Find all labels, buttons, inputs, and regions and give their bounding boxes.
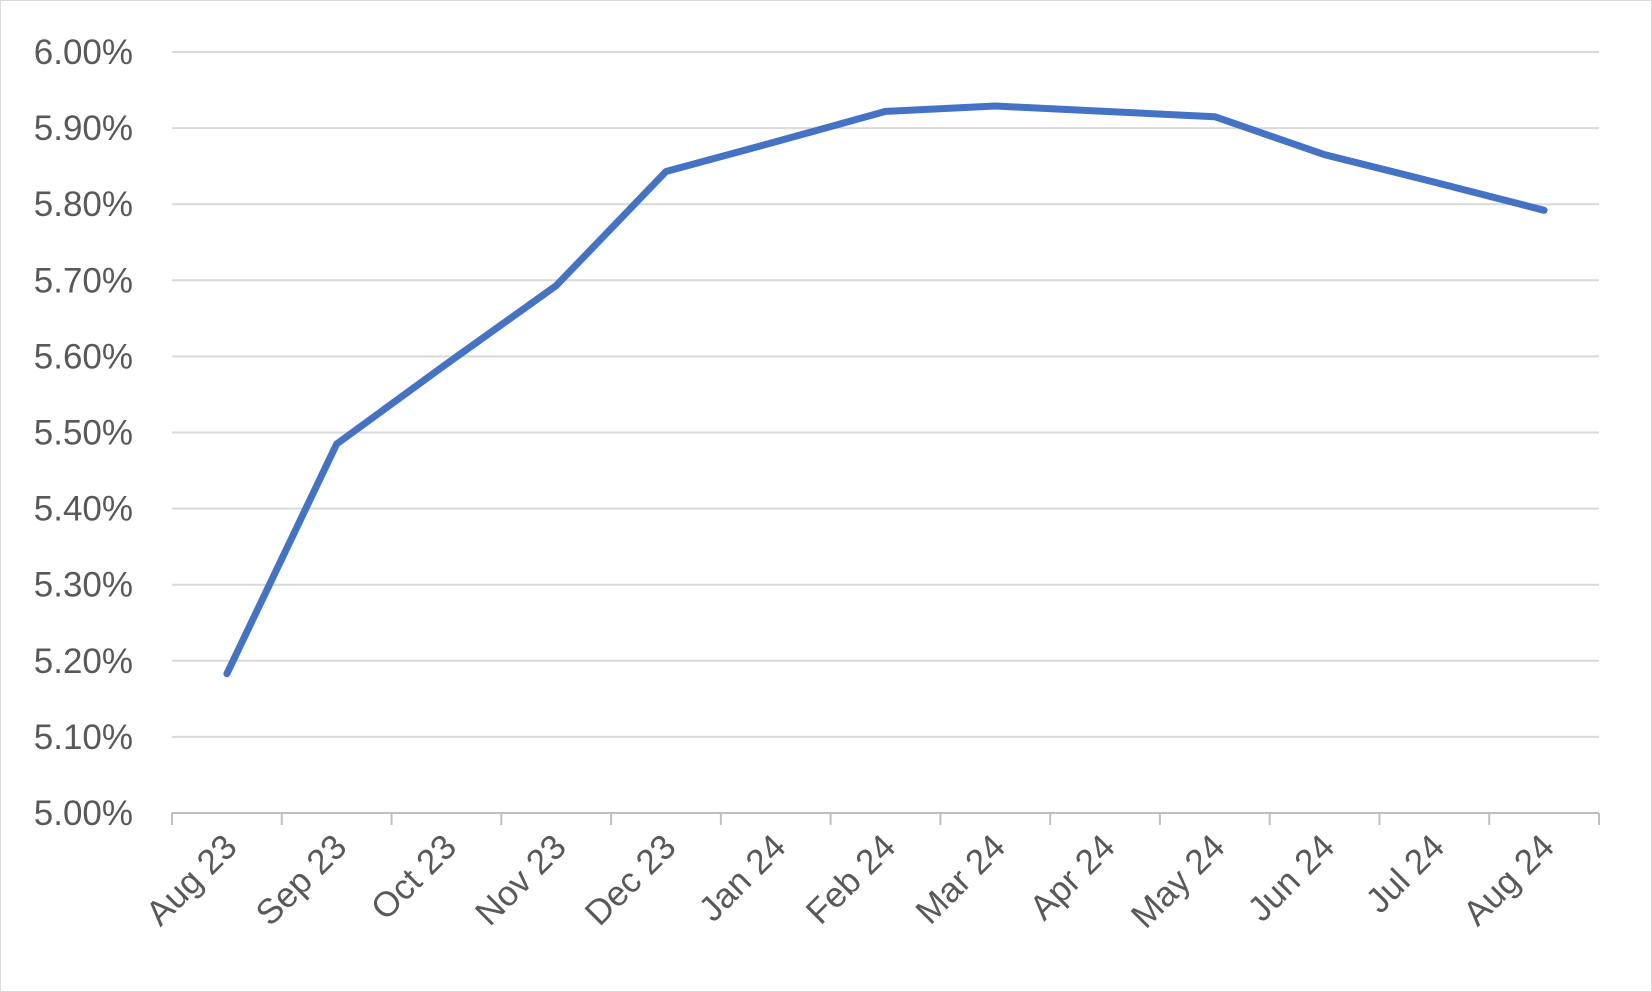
y-tick-label: 5.90% <box>34 109 133 148</box>
y-tick-label: 5.50% <box>34 414 133 453</box>
data-point <box>1543 209 1545 211</box>
data-point <box>445 363 447 365</box>
x-tick-label: Mar 24 <box>908 827 1013 932</box>
gridlines <box>172 51 1599 738</box>
data-point <box>885 110 886 112</box>
x-tick-label: Nov 23 <box>468 827 574 933</box>
data-point <box>1214 116 1216 118</box>
data-point <box>994 105 996 107</box>
x-tick-label: Jun 24 <box>1240 827 1342 929</box>
y-tick-label: 5.80% <box>34 185 133 224</box>
series-layer <box>223 102 1548 678</box>
data-point <box>665 170 667 172</box>
x-tick-label: Sep 23 <box>248 827 354 933</box>
data-point <box>555 285 557 287</box>
x-axis <box>171 812 1600 825</box>
x-tick-label: Aug 24 <box>1456 827 1562 933</box>
y-axis-tick-labels: 5.00% 5.10% 5.20% 5.30% 5.40% 5.50% 5.60% 5.70%… <box>34 33 133 833</box>
y-tick-label: 5.20% <box>34 642 133 681</box>
x-tick-label: Jul 24 <box>1358 827 1452 921</box>
data-point <box>1433 181 1435 183</box>
x-tick-label: Feb 24 <box>799 827 904 932</box>
y-tick-label: 5.30% <box>34 566 133 605</box>
x-tick-label: May 24 <box>1124 827 1233 936</box>
x-tick-label: Jan 24 <box>691 827 793 929</box>
y-tick-label: 5.00% <box>34 794 133 833</box>
y-tick-label: 5.10% <box>34 718 133 757</box>
y-tick-label: 5.40% <box>34 490 133 529</box>
x-tick-label: Oct 23 <box>364 827 464 927</box>
data-point <box>1104 110 1106 112</box>
y-tick-label: 5.60% <box>34 337 133 376</box>
data-point <box>775 141 777 143</box>
y-tick-label: 6.00% <box>34 33 133 72</box>
x-tick-label: Dec 23 <box>578 827 684 933</box>
y-tick-label: 5.70% <box>34 261 133 300</box>
x-tick-label: Apr 24 <box>1022 827 1122 927</box>
data-point <box>336 443 338 445</box>
x-axis-tick-labels: Aug 23 Sep 23 Oct 23 Nov 23 Dec 23 Jan 24 Feb … <box>139 827 1562 936</box>
series-line <box>223 102 1548 678</box>
data-point <box>1324 154 1326 156</box>
data-point <box>226 673 228 675</box>
x-tick-label: Aug 23 <box>139 827 245 933</box>
